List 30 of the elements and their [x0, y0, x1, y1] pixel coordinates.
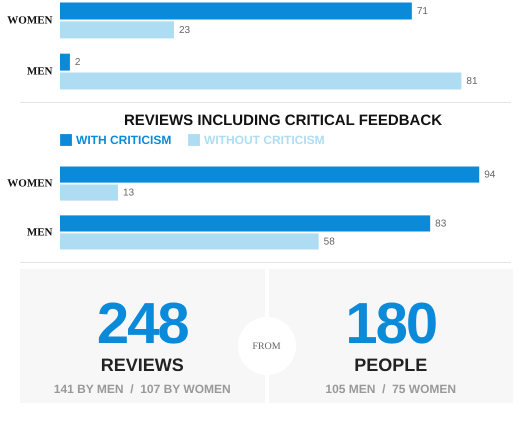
- y-tick-label: WOMEN: [7, 178, 53, 190]
- data-label: 23: [178, 24, 191, 36]
- bar: [60, 2, 412, 20]
- data-label: 2: [74, 57, 81, 68]
- text: 180: [345, 291, 436, 356]
- data-label: 81: [466, 76, 478, 87]
- chart-title: REVIEWS INCLUDING CRITICAL FEEDBACK: [124, 112, 442, 129]
- bar: [60, 184, 118, 201]
- y-tick-label: MEN: [26, 226, 53, 238]
- bar: [60, 21, 174, 38]
- text: 248: [96, 291, 188, 356]
- text: FROM: [238, 317, 296, 375]
- text: 105 MEN / 75 WOMEN: [324, 382, 458, 396]
- legend-label: WITHOUT CRITICISM: [204, 133, 325, 147]
- text: REVIEWS: [100, 355, 185, 376]
- bar: [60, 166, 480, 183]
- data-label: 83: [435, 218, 447, 230]
- bar: [60, 233, 319, 250]
- legend-label: WITH CRITICISM: [76, 133, 172, 147]
- data-label: 71: [416, 6, 428, 18]
- data-label: 13: [122, 188, 135, 199]
- text: PEOPLE: [353, 355, 428, 376]
- y-tick-label: WOMEN: [7, 14, 53, 26]
- bar: [60, 54, 70, 71]
- bar: [60, 72, 462, 90]
- text: 141 BY MEN / 107 BY WOMEN: [52, 382, 232, 396]
- data-label: 94: [484, 170, 496, 181]
- y-tick-label: MEN: [26, 66, 53, 78]
- bar: [60, 215, 430, 232]
- data-label: 58: [324, 236, 336, 248]
